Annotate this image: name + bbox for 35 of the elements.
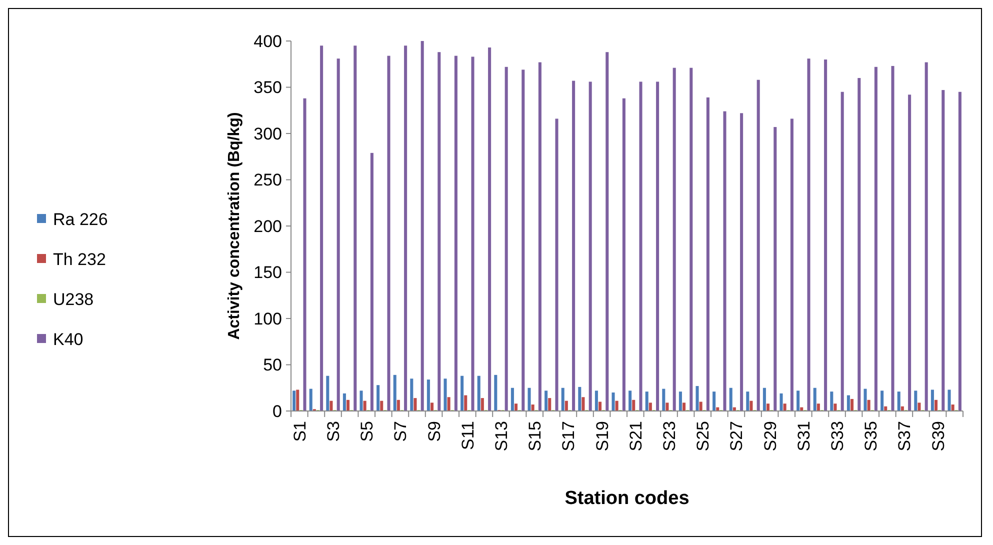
x-tick-label: S7 [391, 421, 410, 442]
x-tick-label: S9 [424, 421, 444, 442]
x-tick-label: S33 [828, 421, 847, 452]
legend-label: Ra 226 [53, 210, 108, 229]
legend-label: Th 232 [53, 250, 106, 269]
x-tick-label: S37 [895, 421, 914, 452]
x-tick-label: S15 [526, 421, 545, 452]
x-tick-label: S23 [660, 421, 679, 452]
x-tick-label: S3 [324, 421, 343, 442]
x-tick-label: S1 [290, 421, 310, 442]
x-tick-label: S27 [727, 421, 746, 452]
x-tick-label: S35 [862, 421, 881, 452]
x-tick-label: S39 [928, 421, 948, 452]
x-tick-label: S31 [794, 421, 814, 452]
y-axis-title: Activity concentration (Bq/kg) [226, 112, 243, 340]
x-axis-title: Station codes [564, 488, 690, 509]
legend-label: K40 [53, 330, 84, 349]
y-tick-label: 350 [254, 78, 282, 98]
x-tick-label: S29 [760, 421, 780, 452]
y-tick-label: 0 [272, 402, 282, 421]
y-tick-label: 200 [254, 216, 282, 236]
x-tick-label: S19 [592, 421, 612, 452]
y-tick-label: 300 [254, 124, 282, 144]
y-tick-label: 100 [254, 309, 282, 328]
x-tick-label: S11 [458, 421, 478, 450]
y-tick-label: 50 [263, 356, 282, 375]
y-tick-label: 150 [254, 263, 282, 282]
x-tick-label: S5 [358, 421, 377, 442]
x-tick-label: S13 [492, 421, 511, 452]
y-tick-label: 400 [254, 32, 282, 51]
legend-label: U238 [53, 290, 94, 309]
x-tick-label: S17 [559, 421, 578, 452]
x-tick-label: S25 [694, 421, 713, 452]
x-tick-label: S21 [626, 421, 646, 452]
y-tick-label: 250 [254, 170, 282, 190]
